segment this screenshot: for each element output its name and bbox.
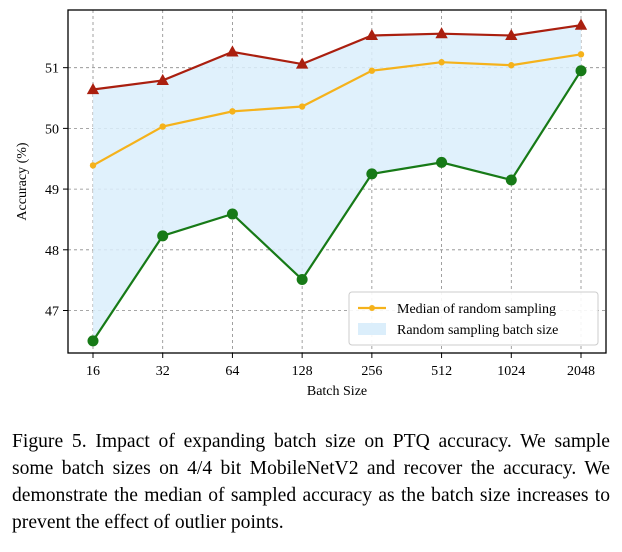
x-tick-label: 64 — [225, 364, 239, 379]
series-median — [89, 51, 585, 169]
x-tick-label: 256 — [361, 364, 382, 379]
x-tick-label: 2048 — [567, 364, 595, 379]
data-point-upper — [86, 83, 100, 95]
x-tick-label: 1024 — [497, 364, 525, 379]
y-tick-label: 51 — [45, 62, 59, 77]
data-point-lower — [296, 274, 308, 286]
series-group — [86, 18, 588, 347]
data-point-median — [438, 59, 445, 66]
data-point-upper — [505, 28, 518, 41]
series-line-upper — [92, 24, 582, 91]
series-line-lower — [92, 70, 582, 342]
x-axis-label: Batch Size — [307, 384, 367, 399]
y-tick-label: 49 — [45, 183, 59, 198]
x-tick-label: 128 — [292, 364, 313, 379]
legend: Median of random sampling Random sampling… — [348, 291, 599, 346]
legend-label-median: Median of random sampling — [397, 302, 556, 317]
series-upper — [86, 18, 588, 95]
figure-chart: 16 32 64 128 256 512 1024 2048 47 48 49 50 51 Batch… — [15, 9, 607, 399]
data-point-upper — [574, 18, 588, 30]
data-point-upper — [365, 28, 379, 41]
y-tick-label: 50 — [45, 122, 59, 137]
x-tick-label: 512 — [431, 364, 452, 379]
data-point-lower — [575, 65, 587, 77]
series-line-median — [92, 53, 582, 167]
figure-caption: Figure 5. Impact of expanding batch size… — [12, 431, 610, 533]
data-point-median — [159, 123, 166, 130]
data-point-upper — [295, 57, 309, 69]
y-axis-label: Accuracy (%) — [15, 142, 30, 220]
y-tick-label: 48 — [45, 244, 59, 259]
plot-frame — [67, 9, 607, 354]
sampling-band — [93, 25, 581, 341]
legend-marker-median — [369, 305, 375, 311]
data-point-lower — [157, 230, 169, 242]
y-ticks: 47 48 49 50 51 — [45, 62, 68, 320]
data-point-upper — [435, 27, 448, 39]
data-point-median — [229, 108, 236, 115]
data-point-median — [508, 62, 515, 69]
band-fill — [93, 25, 581, 341]
x-tick-label: 32 — [156, 364, 170, 379]
data-point-median — [577, 51, 585, 58]
data-point-upper — [226, 45, 239, 57]
data-point-lower — [226, 208, 238, 220]
x-tick-label: 16 — [86, 364, 100, 379]
y-tick-label: 47 — [45, 305, 59, 320]
data-point-lower — [436, 156, 448, 168]
x-ticks: 16 32 64 128 256 512 1024 2048 — [86, 353, 595, 379]
data-point-median — [368, 67, 376, 74]
data-point-median — [298, 103, 306, 110]
legend-label-band: Random sampling batch size — [397, 323, 558, 338]
series-lower — [87, 65, 587, 347]
data-point-lower — [87, 335, 99, 347]
legend-box — [348, 291, 599, 346]
data-point-lower — [505, 174, 517, 186]
data-point-upper — [156, 73, 169, 85]
legend-swatch-band — [358, 323, 386, 335]
data-point-lower — [366, 168, 378, 180]
data-point-median — [89, 162, 97, 169]
